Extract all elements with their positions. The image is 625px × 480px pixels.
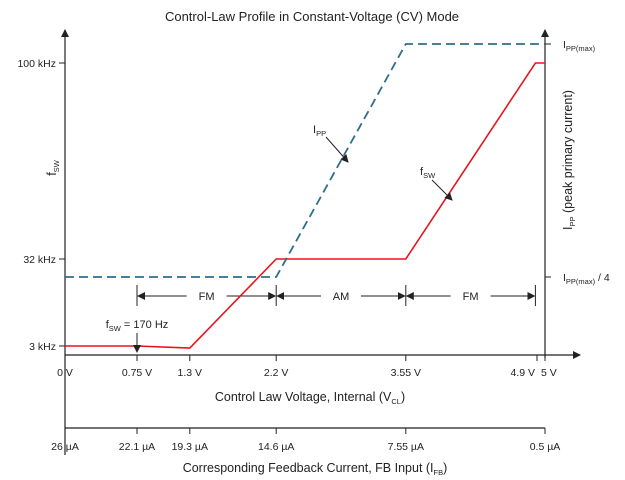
y-right-tick-label: IPP(max) / 4	[563, 272, 610, 286]
fsw-min-annotation: fSW = 170 Hz	[106, 319, 169, 333]
y-left-tick-label: 100 kHz	[17, 58, 56, 70]
x-tick-label: 0 V	[57, 367, 73, 379]
secondary-x-axis-title: Corresponding Feedback Current, FB Input…	[183, 461, 448, 477]
secondary-x-tick-label: 19.3 µA	[172, 441, 208, 453]
x-tick-label: 2.2 V	[264, 367, 289, 379]
secondary-x-tick-label: 22.1 µA	[119, 441, 155, 453]
secondary-x-tick-label: 0.5 µA	[530, 441, 561, 453]
ipp-series-label: IPP	[313, 124, 326, 138]
ipp-line	[65, 43, 545, 278]
fsw-label-arrow	[431, 179, 453, 201]
y-right-tick-label: IPP(max)	[563, 39, 596, 53]
chart-title: Control-Law Profile in Constant-Voltage …	[165, 9, 459, 24]
ipp-label-arrow	[325, 136, 349, 163]
y-axis-left-title: fSW	[45, 159, 61, 175]
x-tick-label: 1.3 V	[178, 367, 203, 379]
region-label: FM	[199, 291, 215, 303]
y-axis-right-title: IPP (peak primary current)	[561, 90, 577, 230]
secondary-x-tick-label: 26 µA	[51, 441, 79, 453]
annotations: IPP fSW fSW = 170 Hz	[106, 124, 453, 353]
x-tick-label: 0.75 V	[122, 367, 152, 379]
x-tick-label: 4.9 V	[510, 367, 535, 379]
region-label: FM	[463, 291, 479, 303]
x-tick-label: 5 V	[541, 367, 557, 379]
y-left-tick-label: 32 kHz	[23, 254, 56, 266]
x-axis-title: Control Law Voltage, Internal (VCL)	[215, 390, 405, 406]
region-markers: FM AM FM	[136, 285, 536, 306]
tick-labels: 3 kHz 32 kHz 100 kHz fSW IPP(max) / 4 IPP(max…	[17, 39, 609, 477]
secondary-x-tick-label: 7.55 µA	[388, 441, 424, 453]
y-left-tick-label: 3 kHz	[29, 341, 56, 353]
secondary-x-tick-label: 14.6 µA	[258, 441, 294, 453]
axes	[61, 29, 581, 455]
x-tick-label: 3.55 V	[391, 367, 421, 379]
fsw-series-label: fSW	[420, 166, 436, 180]
region-label: AM	[333, 291, 350, 303]
